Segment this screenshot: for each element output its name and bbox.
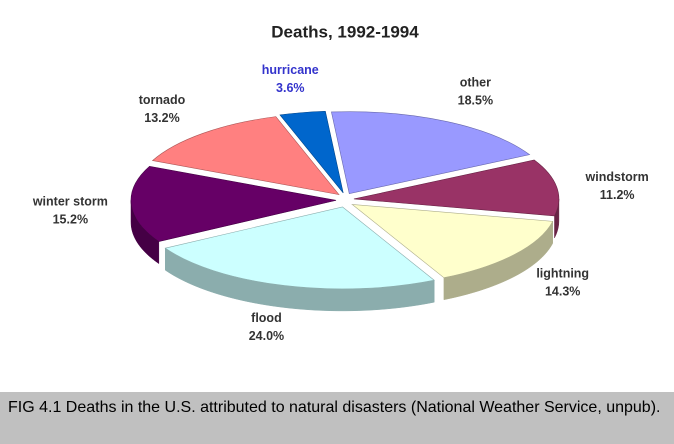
value-label: 15.2% <box>53 213 88 227</box>
slice <box>130 166 337 242</box>
slice <box>164 206 435 290</box>
slice <box>351 204 554 279</box>
caption: FIG 4.1 Deaths in the U.S. attributed to… <box>0 392 674 444</box>
slice-label: windstorm <box>585 170 649 184</box>
value-label: 14.3% <box>545 285 580 299</box>
slice-label: hurricane <box>262 63 319 77</box>
slice <box>279 110 344 194</box>
slice <box>331 111 531 195</box>
slice <box>353 159 560 217</box>
slice-label: tornado <box>139 93 186 107</box>
value-label: 11.2% <box>600 188 635 202</box>
slice-label: flood <box>251 311 282 325</box>
slice <box>151 116 340 196</box>
value-label: 24.0% <box>249 329 284 343</box>
slice-label: other <box>460 76 491 90</box>
chart-title: Deaths, 1992-1994 <box>271 22 419 41</box>
value-label: 3.6% <box>276 81 305 95</box>
chart: Deaths, 1992-1994 other 18.5% windstorm 11.… <box>32 22 649 343</box>
slice-label: winter storm <box>32 195 108 209</box>
value-label: 13.2% <box>144 111 179 125</box>
value-label: 18.5% <box>458 94 493 108</box>
slice-label: lightning <box>536 267 589 281</box>
